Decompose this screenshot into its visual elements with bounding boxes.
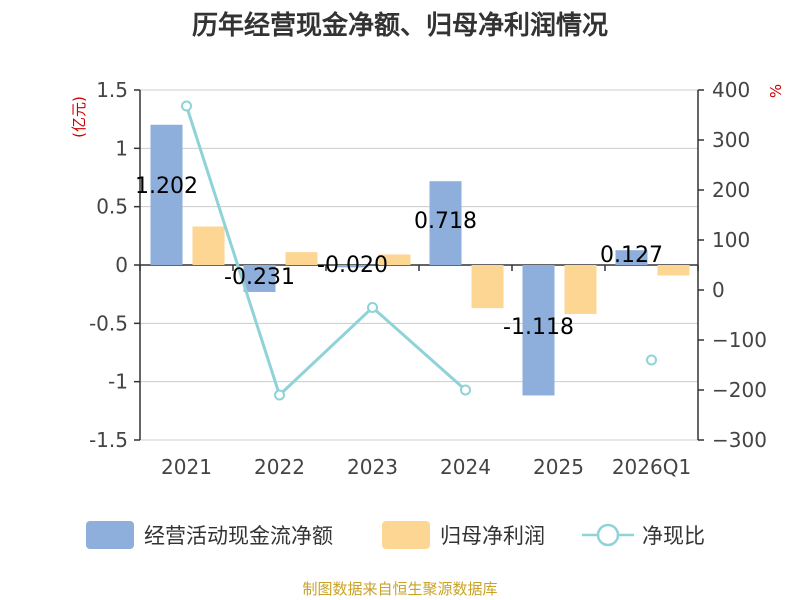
ratio-point — [367, 302, 378, 313]
x-tick-label: 2026Q1 — [612, 455, 691, 479]
right-axis: 400 300 200 100 0 −100 −200 −300% — [697, 78, 785, 452]
data-label-cash-flow: 0.718 — [414, 209, 477, 234]
legend-swatch-cash-flow — [86, 521, 134, 549]
left-axis-unit: (亿元) — [70, 96, 88, 138]
right-tick-label: 400 — [712, 78, 750, 102]
bar-net-profit — [285, 252, 318, 265]
ratio-line-segment — [185, 105, 467, 398]
legend-label-net-profit: 归母净利润 — [440, 524, 545, 548]
right-tick-label: −200 — [712, 378, 767, 402]
legend-label-cash-flow: 经营活动现金流净额 — [144, 524, 333, 548]
ratio-point — [646, 354, 657, 366]
right-tick-label: −300 — [712, 428, 767, 452]
left-tick-label: 1 — [115, 136, 128, 160]
ratio-line — [181, 100, 657, 401]
left-tick-label: -1 — [108, 370, 128, 394]
ratio-point — [181, 100, 192, 112]
bar-operating-cash-flow — [243, 265, 276, 292]
left-tick-label: 0.5 — [96, 195, 128, 219]
x-tick-label: 2021 — [161, 455, 212, 479]
legend-marker-ratio — [596, 523, 620, 547]
right-tick-label: 200 — [712, 178, 750, 202]
left-axis: 1.5 1 0.5 0 -0.5 -1 -1.5 (亿元) — [70, 78, 141, 452]
bar-net-profit — [192, 226, 225, 265]
bars — [150, 124, 690, 396]
data-label-cash-flow: 1.202 — [135, 174, 198, 199]
data-label-cash-flow: -0.231 — [224, 265, 295, 290]
legend-swatch-net-profit — [382, 521, 430, 549]
bar-operating-cash-flow — [336, 265, 369, 268]
bar-operating-cash-flow — [522, 265, 555, 396]
bar-operating-cash-flow — [429, 181, 462, 265]
bar-net-profit — [564, 265, 597, 314]
data-label-cash-flow: -0.020 — [317, 253, 388, 278]
legend-label-ratio: 净现比 — [642, 524, 705, 548]
x-axis: 2021 2022 2023 2024 2025 2026Q1 — [139, 264, 699, 479]
right-axis-unit: % — [767, 84, 785, 98]
bar-net-profit — [657, 265, 690, 276]
bar-operating-cash-flow — [615, 250, 648, 265]
bar-net-profit — [471, 265, 504, 309]
left-tick-label: -1.5 — [89, 428, 128, 452]
x-tick-label: 2025 — [533, 455, 584, 479]
right-tick-label: 0 — [712, 278, 725, 302]
data-label-cash-flow: 0.127 — [600, 243, 663, 268]
left-tick-label: 1.5 — [96, 78, 128, 102]
ratio-point — [460, 384, 471, 396]
data-labels: 1.202 -0.231 -0.020 0.718 -1.118 0.127 — [135, 174, 663, 340]
left-tick-label: 0 — [115, 253, 128, 277]
chart-title: 历年经营现金净额、归母净利润情况 — [192, 10, 608, 41]
right-tick-label: −100 — [712, 328, 767, 352]
data-label-cash-flow: -1.118 — [503, 315, 574, 340]
x-tick-label: 2024 — [440, 455, 491, 479]
bar-net-profit — [378, 254, 411, 265]
bar-operating-cash-flow — [150, 124, 183, 266]
right-tick-label: 300 — [712, 128, 750, 152]
right-tick-label: 100 — [712, 228, 750, 252]
x-tick-label: 2023 — [347, 455, 398, 479]
left-tick-label: -0.5 — [89, 311, 128, 335]
source-note: 制图数据来自恒生聚源数据库 — [302, 580, 497, 598]
ratio-point — [274, 389, 285, 401]
legend: 经营活动现金流净额 归母净利润 净现比 — [86, 521, 705, 549]
x-tick-label: 2022 — [254, 455, 305, 479]
